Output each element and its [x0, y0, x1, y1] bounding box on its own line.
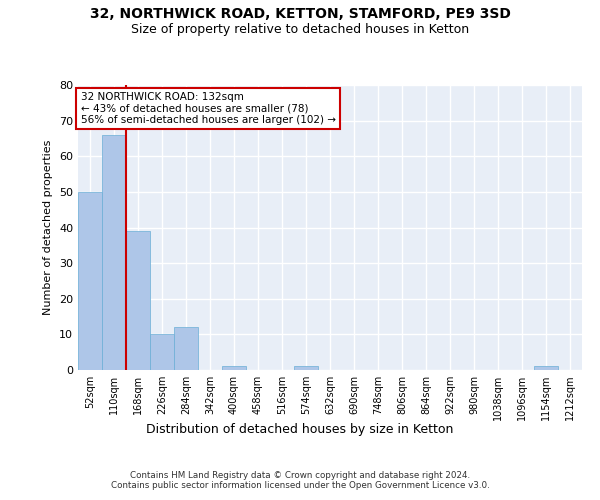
Bar [534, 366, 558, 370]
Bar [150, 334, 174, 370]
Bar [126, 231, 150, 370]
Bar [102, 135, 126, 370]
Y-axis label: Number of detached properties: Number of detached properties [43, 140, 53, 315]
Text: 32, NORTHWICK ROAD, KETTON, STAMFORD, PE9 3SD: 32, NORTHWICK ROAD, KETTON, STAMFORD, PE… [89, 8, 511, 22]
Bar [174, 327, 198, 370]
Bar [78, 192, 102, 370]
Bar [294, 366, 318, 370]
Text: Size of property relative to detached houses in Ketton: Size of property relative to detached ho… [131, 22, 469, 36]
Text: Distribution of detached houses by size in Ketton: Distribution of detached houses by size … [146, 422, 454, 436]
Text: Contains HM Land Registry data © Crown copyright and database right 2024.
Contai: Contains HM Land Registry data © Crown c… [110, 470, 490, 490]
Text: 32 NORTHWICK ROAD: 132sqm
← 43% of detached houses are smaller (78)
56% of semi-: 32 NORTHWICK ROAD: 132sqm ← 43% of detac… [80, 92, 335, 126]
Bar [222, 366, 246, 370]
